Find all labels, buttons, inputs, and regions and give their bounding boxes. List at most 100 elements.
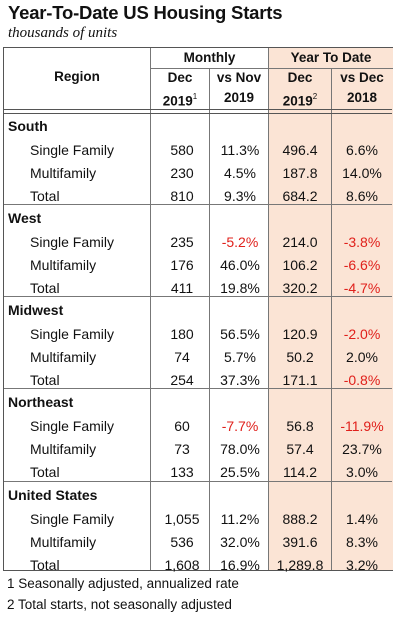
cell-dec: 133 [170,464,194,480]
cell-vs-nov: 19.8% [220,280,260,296]
cell-vs-nov: 11.2% [220,511,260,527]
cell-dec: 580 [170,142,194,158]
row-label: Single Family [30,511,115,527]
section-divider [4,388,392,389]
footnote-2: 2 Total starts, not seasonally adjusted [7,597,232,612]
cell-dec: 536 [170,534,194,550]
row-label: Total [30,557,60,573]
cell-dec: 176 [170,257,194,273]
cell-dec: 810 [170,188,194,204]
cell-vs-nov: 4.5% [224,165,256,181]
header-year-monthly: 20191 [162,92,198,109]
cell-ytd: 114.2 [283,464,317,480]
housing-starts-table: Region Monthly Year To Date Dec 20191 vs… [3,47,393,573]
footnote-1: 1 Seasonally adjusted, annualized rate [7,576,239,591]
row-label: Multifamily [30,349,97,365]
divider-region [150,48,151,570]
row-label: Multifamily [30,441,97,457]
cell-vs-dec: 1.4% [346,511,378,527]
header-monthly: Monthly [183,50,236,65]
header-year-ytd: 20192 [282,92,318,109]
cell-vs-nov: 25.5% [220,464,260,480]
cell-vs-dec: -4.7% [343,280,381,296]
cell-vs-dec: 2.0% [346,349,378,365]
row-label: Total [30,280,60,296]
region-heading: West [8,210,42,226]
row-label: Total [30,464,60,480]
divider-header-group [151,68,393,69]
divider-ytd [268,48,269,570]
row-label: Single Family [30,142,115,158]
region-heading: Midwest [8,302,64,318]
cell-dec: 1,055 [164,511,200,527]
row-label: Single Family [30,418,115,434]
cell-ytd: 120.9 [282,326,318,342]
cell-vs-dec: -6.6% [343,257,381,273]
cell-vs-dec: -2.0% [343,326,381,342]
cell-vs-nov: 78.0% [220,441,260,457]
cell-vs-nov: 9.3% [224,188,256,204]
cell-ytd: 888.2 [282,511,318,527]
cell-ytd: 57.4 [286,441,314,457]
divider-ytd-inner [331,69,332,570]
header-dec-monthly: Dec [167,70,193,85]
cell-vs-dec: 8.3% [346,534,378,550]
row-label: Single Family [30,234,115,250]
divider-monthly-inner [209,69,210,570]
cell-vs-nov: 37.3% [220,372,260,388]
cell-vs-dec: -11.9% [340,418,384,434]
row-label: Single Family [30,326,115,342]
cell-ytd: 106.2 [282,257,318,273]
cell-dec: 60 [174,418,190,434]
cell-dec: 180 [170,326,194,342]
page-subtitle: thousands of units [8,25,118,41]
cell-ytd: 50.2 [286,349,314,365]
cell-ytd: 214.0 [282,234,318,250]
header-ytd: Year To Date [290,50,372,65]
cell-ytd: 56.8 [286,418,314,434]
cell-vs-dec: 8.6% [346,188,378,204]
cell-ytd: 496.4 [282,142,318,158]
row-label: Multifamily [30,257,97,273]
cell-vs-nov: 16.9% [220,557,260,573]
cell-dec: 235 [170,234,194,250]
cell-dec: 1,608 [164,557,200,573]
cell-vs-dec: -0.8% [343,372,381,388]
cell-vs-nov: 11.3% [220,142,260,158]
cell-vs-dec: 3.2% [346,557,378,573]
cell-vs-dec: 14.0% [342,165,382,181]
cell-vs-nov: -7.7% [221,418,259,434]
divider-header [4,109,392,114]
cell-ytd: 320.2 [282,280,318,296]
cell-vs-dec: 3.0% [346,464,378,480]
cell-vs-dec: 6.6% [346,142,378,158]
cell-vs-nov: 56.5% [220,326,260,342]
cell-ytd: 171.1 [282,372,318,388]
cell-vs-nov: 46.0% [220,257,260,273]
region-heading: United States [8,487,98,503]
cell-dec: 230 [170,165,194,181]
cell-vs-dec: -3.8% [343,234,381,250]
cell-ytd: 684.2 [282,188,318,204]
section-divider [4,204,392,205]
cell-vs-nov: 32.0% [220,534,260,550]
section-divider [4,296,392,297]
cell-dec: 254 [170,372,194,388]
cell-vs-dec: 23.7% [342,441,382,457]
cell-ytd: 391.6 [282,534,318,550]
header-vs-dec: vs Dec [340,70,384,85]
cell-ytd: 1,289.8 [276,557,324,573]
cell-dec: 74 [174,349,190,365]
header-vs-nov: vs Nov [216,70,262,85]
row-label: Total [30,188,60,204]
page-title: Year-To-Date US Housing Starts [8,2,283,23]
row-label: Multifamily [30,534,97,550]
region-heading: South [8,118,48,134]
cell-vs-nov: 5.7% [224,349,256,365]
header-vs-nov-year: 2019 [223,90,255,105]
row-label: Total [30,372,60,388]
header-region: Region [54,69,100,84]
header-vs-dec-year: 2018 [346,90,378,105]
cell-dec: 73 [174,441,190,457]
section-divider [4,481,392,482]
